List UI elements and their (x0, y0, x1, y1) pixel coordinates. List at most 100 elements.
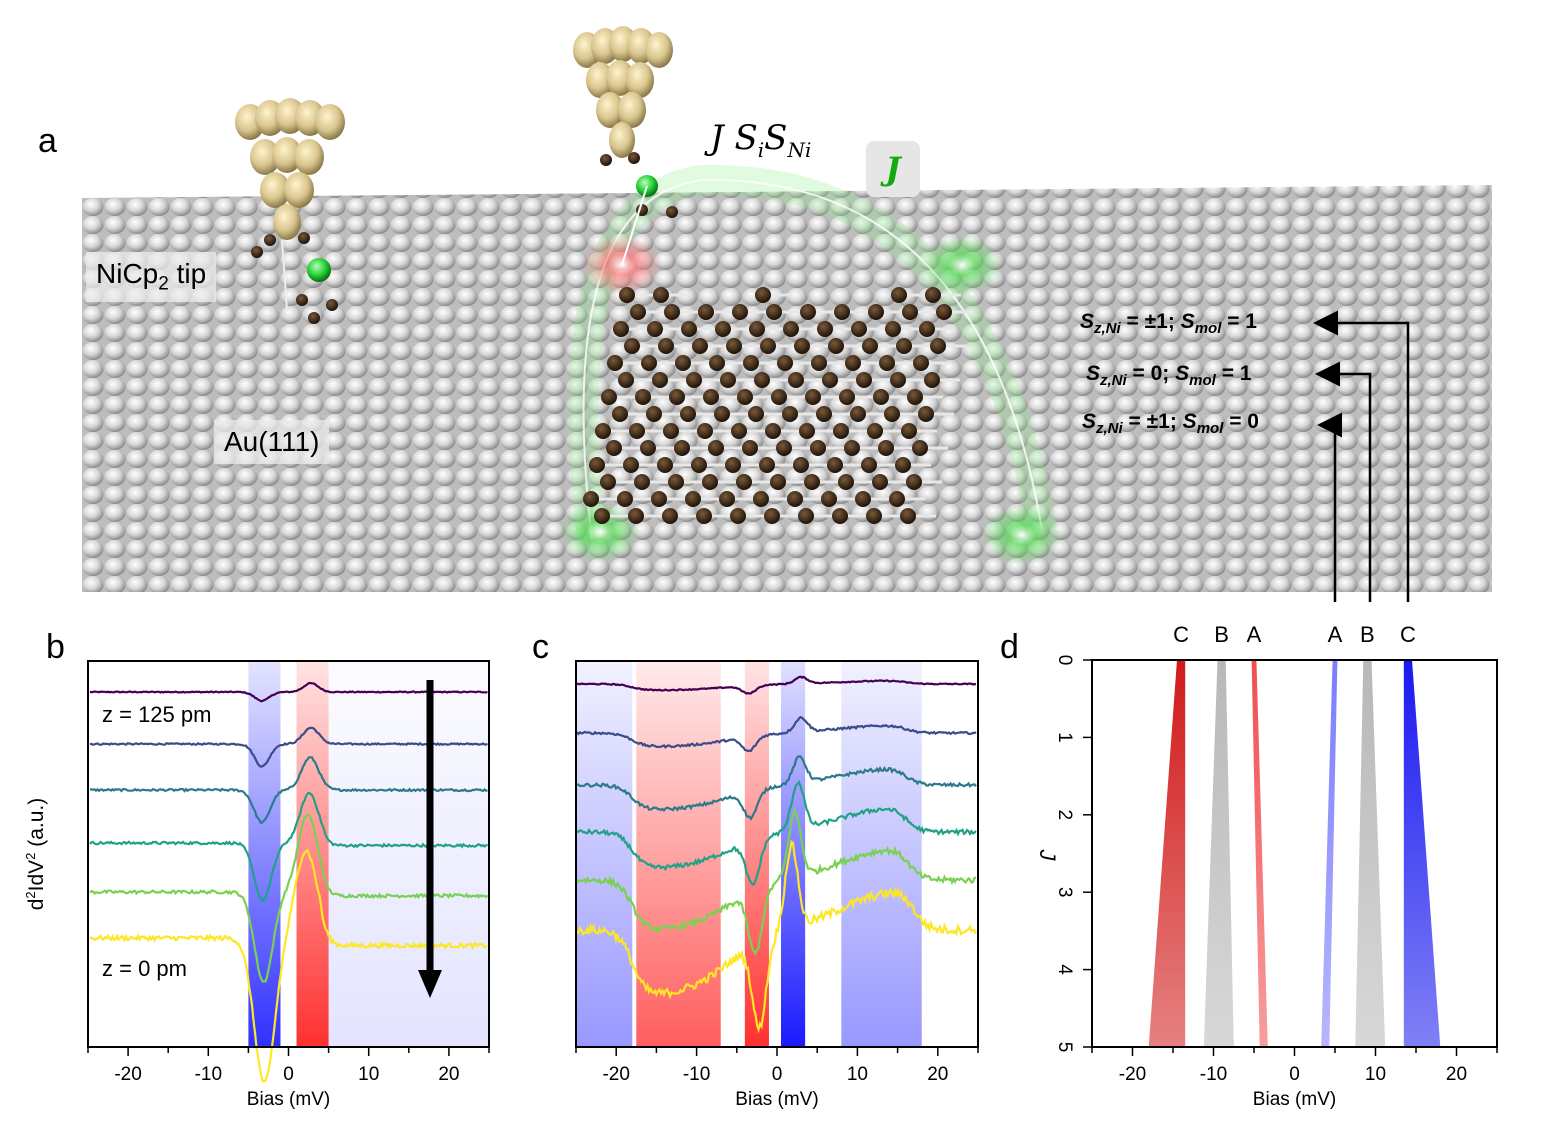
chart-d-xtick-label: 20 (1446, 1064, 1467, 1085)
connector-C (1313, 310, 1410, 602)
carbon-atom (612, 406, 628, 422)
carbon-atom (766, 304, 782, 320)
chart-b-background-band (296, 661, 329, 1047)
carbon-atom (873, 389, 889, 405)
carbon-atom (798, 508, 814, 524)
carbon-atom (805, 389, 821, 405)
carbon-atom (900, 508, 916, 524)
panel-b-letter: b (46, 628, 65, 666)
carbon-atom (714, 406, 730, 422)
carbon-atom (777, 355, 793, 371)
surface-label: Au(111) (214, 420, 330, 464)
state-label-A: Sz,Ni = ±1; Smol = 0 (1082, 410, 1259, 437)
chart-b-arrow-head (418, 970, 442, 998)
carbon-atom (788, 372, 804, 388)
chart-b-xtick-label: 10 (358, 1064, 379, 1085)
chart-d-band-B (1355, 660, 1386, 1047)
chart-b-background-band (328, 661, 489, 1047)
chart-b-annotation-top: z = 125 pm (102, 702, 212, 727)
panel-d-letter: d (1000, 628, 1019, 666)
chart-d-ytick-label: 0 (1054, 655, 1075, 666)
chart-d-ytick-label: 3 (1054, 887, 1075, 898)
carbon-atom (918, 406, 934, 422)
carbon-atom (906, 474, 922, 490)
carbon-atom (850, 406, 866, 422)
carbon-atom (890, 372, 906, 388)
chart-b-series-line (90, 726, 488, 768)
carbon-atom (651, 491, 667, 507)
chart-d-top-label: C (1173, 622, 1189, 647)
state-label-part: S (1080, 310, 1095, 333)
tip-label-suffix: tip (168, 258, 207, 289)
carbon-atom (691, 457, 707, 473)
state-label-part: = 1 (1227, 310, 1257, 333)
carbon-atom (715, 321, 731, 337)
chart-b-background-band (248, 661, 281, 1047)
carbon-atom (868, 304, 884, 320)
carbon-atom (628, 508, 644, 524)
carbon-atom (866, 508, 882, 524)
chart-b-xtick-label: -20 (114, 1064, 141, 1085)
chart-d-top-label: B (1360, 622, 1375, 647)
carbon-atom (833, 423, 849, 439)
state-label-part: z,Ni (1100, 372, 1127, 390)
carbon-atom (696, 508, 712, 524)
hamiltonian-i: i (757, 137, 765, 162)
carbon-atom (685, 491, 701, 507)
carbon-atom (601, 389, 617, 405)
carbon-atom (919, 321, 935, 337)
carbon-atom (697, 423, 713, 439)
state-label-part: z,Ni (1096, 420, 1123, 438)
chart-b-series-line (89, 813, 489, 983)
carbon-atom (885, 321, 901, 337)
carbon-atom (924, 372, 940, 388)
carbon-atom (624, 338, 640, 354)
chart-c-background-band (576, 661, 633, 1047)
carbon-atom (907, 389, 923, 405)
chart-b-xtick-label: -10 (195, 1064, 222, 1085)
chart-b-series-line (89, 791, 489, 903)
tip-label: NiCp2 tip (86, 252, 217, 302)
left-tip (235, 98, 345, 324)
tip-label-main: NiCp (96, 258, 159, 289)
chart-c-xtick-label: 10 (847, 1064, 868, 1085)
nanographene-molecule (583, 287, 972, 524)
carbon-atom (793, 457, 809, 473)
carbon-atom (657, 457, 673, 473)
chart-d-xtick-label: 10 (1365, 1064, 1386, 1085)
chart-b-series-line (89, 756, 488, 825)
chart-d-top-label: A (1328, 622, 1343, 647)
chart-d-ytick-label: 2 (1054, 810, 1075, 821)
carbon-atom (719, 491, 735, 507)
carbon-atom (606, 440, 622, 456)
carbon-atom (867, 423, 883, 439)
carbon-atom (782, 406, 798, 422)
carbon-atom (760, 338, 776, 354)
carbon-atom (783, 321, 799, 337)
carbon-atom (669, 389, 685, 405)
state-label-part: S (1180, 310, 1195, 333)
carbon-atom (629, 423, 645, 439)
carbon-atom (800, 304, 816, 320)
carbon-atom (748, 406, 764, 422)
carbon-atom (896, 338, 912, 354)
carbon-atom (839, 389, 855, 405)
coupling-badge: J (866, 141, 920, 197)
glow-green-br (982, 505, 1062, 565)
state-label-part: = ±1; (1128, 410, 1177, 433)
state-label-part: = 0 (1229, 410, 1259, 433)
carbon-atom (810, 440, 826, 456)
carbon-atom (595, 423, 611, 439)
chart-c-series-line (576, 806, 977, 956)
carbon-atom (912, 440, 928, 456)
carbon-atom (647, 321, 663, 337)
carbon-atom (708, 440, 724, 456)
state-label-part: mol (1194, 320, 1222, 338)
chart-b-xlabel: Bias (mV) (247, 1089, 330, 1110)
chart-d-xlabel: Bias (mV) (1253, 1089, 1336, 1110)
carbon-atom (732, 304, 748, 320)
chart-d-top-label: B (1214, 622, 1229, 647)
carbon-atom (832, 508, 848, 524)
carbon-atom (619, 287, 635, 303)
carbon-atom (855, 491, 871, 507)
